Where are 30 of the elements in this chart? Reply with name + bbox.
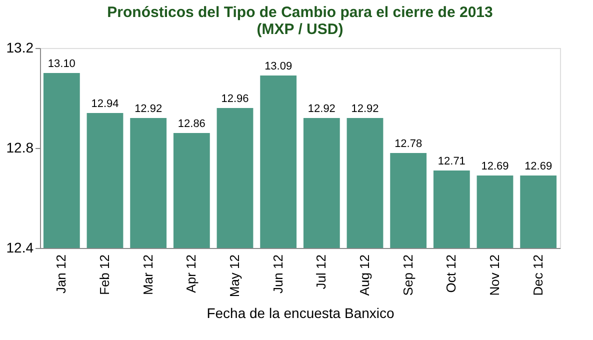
data-label: 12.78 <box>394 138 422 150</box>
data-label: 12.92 <box>134 103 162 115</box>
data-label: 12.69 <box>524 160 552 172</box>
data-label: 13.09 <box>264 60 292 72</box>
x-tick-label: Jul 12 <box>314 254 329 290</box>
x-tick-label: Oct 12 <box>444 254 459 293</box>
y-tick-label: 12.8 <box>6 140 34 156</box>
data-label: 12.69 <box>481 160 509 172</box>
y-tick-label: 13.2 <box>6 40 34 56</box>
x-axis-title: Fecha de la encuesta Banxico <box>206 305 394 322</box>
text: Pronósticos del Tipo de Cambio para el cierre de 2013 <box>107 4 493 21</box>
x-tick-label: May 12 <box>227 254 242 298</box>
data-label: 12.92 <box>308 103 336 115</box>
x-tick-label: Dec 12 <box>530 254 546 296</box>
data-label: 12.71 <box>438 156 466 168</box>
x-tick-label: Nov 12 <box>487 254 502 296</box>
data-label: 13.10 <box>48 58 76 70</box>
x-tick-label: Sep 12 <box>400 254 416 296</box>
x-tick-label: Aug 12 <box>357 254 372 296</box>
data-label: 12.92 <box>351 103 379 115</box>
y-tick-label: 12.4 <box>6 240 34 256</box>
x-tick-label: Mar 12 <box>140 254 156 295</box>
x-tick-label: Apr 12 <box>184 254 199 293</box>
x-tick-label: Jan 12 <box>54 254 69 294</box>
data-label: 12.94 <box>91 98 119 110</box>
x-tick-label: Jun 12 <box>270 254 286 294</box>
data-label: 12.96 <box>221 93 249 105</box>
data-label: 12.86 <box>178 118 206 130</box>
x-tick-label: Feb 12 <box>97 254 112 295</box>
text: (MXP / USD) <box>256 21 344 38</box>
